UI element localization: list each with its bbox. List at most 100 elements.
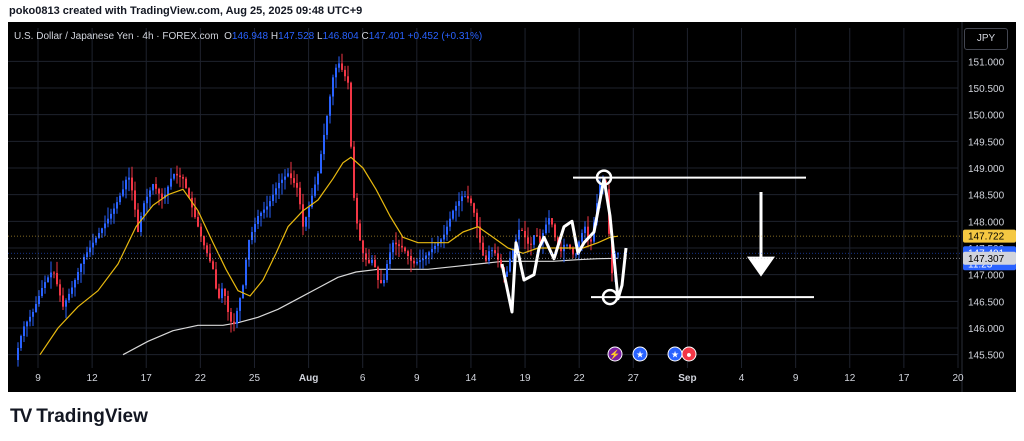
candle-body <box>290 173 292 179</box>
candle-body <box>35 304 37 312</box>
candle-body <box>548 218 550 225</box>
candle-body <box>209 253 211 262</box>
ma-fast-line <box>39 156 619 356</box>
x-tick-label: 9 <box>414 373 420 384</box>
candle-body <box>467 196 469 199</box>
candle-body <box>398 244 400 246</box>
x-tick-label: 27 <box>628 373 640 384</box>
price-badge-bg <box>963 251 1016 265</box>
candle-body <box>545 224 547 234</box>
candle-body <box>173 173 175 179</box>
candle-body <box>437 242 439 246</box>
x-tick-label: 12 <box>844 373 856 384</box>
candle-body <box>416 261 418 264</box>
candle-layer <box>17 53 619 367</box>
candle-body <box>179 175 181 178</box>
x-tick-label: 22 <box>195 373 207 384</box>
candle-body <box>320 154 322 174</box>
x-tick-label: Sep <box>678 373 696 384</box>
candle-body <box>401 245 403 248</box>
us-flag-event-icon[interactable] <box>632 346 648 362</box>
candle-body <box>530 243 532 245</box>
tradingview-brand: TradingView <box>36 406 148 427</box>
candle-body <box>551 218 553 225</box>
us-flag-event-icon-2-glyph: ★ <box>671 350 679 360</box>
candle-body <box>269 201 271 207</box>
candle-body <box>299 187 301 205</box>
x-tick-label: 9 <box>35 373 41 384</box>
candle-body <box>107 218 109 224</box>
ma-fast-layer <box>39 156 619 356</box>
candle-body <box>332 77 334 97</box>
candle-body <box>314 184 316 196</box>
candle-body <box>356 197 358 224</box>
jp-flag-event-icon-glyph: ● <box>686 350 691 360</box>
jp-flag-event-icon[interactable] <box>681 346 697 362</box>
candle-body <box>380 280 382 284</box>
candle-body <box>38 296 40 304</box>
candle-body <box>521 229 523 231</box>
candle-body <box>395 242 397 245</box>
support-touch-circle <box>601 288 619 306</box>
candle-body <box>245 259 247 286</box>
candle-body <box>176 173 178 176</box>
candle-body <box>47 277 49 283</box>
candle-body <box>410 256 412 261</box>
candle-body <box>569 244 571 248</box>
candle-body <box>524 230 526 238</box>
candle-body <box>296 182 298 188</box>
zigzag-projection <box>500 177 628 314</box>
candle-body <box>278 182 280 189</box>
candle-body <box>251 232 253 240</box>
candle-body <box>359 223 361 241</box>
candle-body <box>122 189 124 196</box>
candle-body <box>536 235 538 237</box>
candle-body <box>386 264 388 280</box>
candle-body <box>167 186 169 195</box>
candle-body <box>140 216 142 232</box>
candle-body <box>32 312 34 317</box>
candle-body <box>80 264 82 272</box>
ma-slow-line <box>122 257 619 356</box>
candle-body <box>440 239 442 243</box>
candle-body <box>482 242 484 256</box>
candle-body <box>488 251 490 261</box>
symbol-legend[interactable]: U.S. Dollar / Japanese Yen · 4h · FOREX.… <box>14 31 482 42</box>
candle-body <box>17 348 19 360</box>
candle-body <box>257 216 259 224</box>
candle-body <box>341 63 343 70</box>
candle-body <box>338 63 340 68</box>
candle-body <box>533 235 535 245</box>
candle-body <box>446 226 448 235</box>
high-label: H <box>270 31 279 42</box>
candle-body <box>104 223 106 229</box>
candle-body <box>473 203 475 213</box>
candle-body <box>293 178 295 183</box>
candle-body <box>95 237 97 243</box>
candle-body <box>128 177 130 180</box>
candle-body <box>425 255 427 259</box>
currency-button[interactable]: JPY <box>964 28 1008 50</box>
top-bar: poko0813 created with TradingView.com, A… <box>0 0 1024 22</box>
candle-body <box>362 240 364 254</box>
candle-body <box>131 177 133 191</box>
candle-body <box>188 188 190 198</box>
candle-body <box>233 321 235 324</box>
candle-body <box>377 267 379 280</box>
x-tick-label: 17 <box>898 373 910 384</box>
candle-body <box>422 258 424 261</box>
footer-brand[interactable]: TV TradingView <box>10 402 148 432</box>
candle-body <box>29 316 31 322</box>
candle-body <box>491 250 493 252</box>
candle-body <box>41 288 43 296</box>
candle-body <box>92 242 94 248</box>
candle-body <box>590 239 592 242</box>
candle-body <box>428 252 430 256</box>
event-icons: ⚡ ★ ★ ● <box>607 346 697 362</box>
candle-body <box>371 259 373 263</box>
lightning-event-icon[interactable] <box>607 346 623 362</box>
candle-body <box>431 249 433 253</box>
candle-body <box>101 228 103 234</box>
candle-body <box>479 226 481 243</box>
